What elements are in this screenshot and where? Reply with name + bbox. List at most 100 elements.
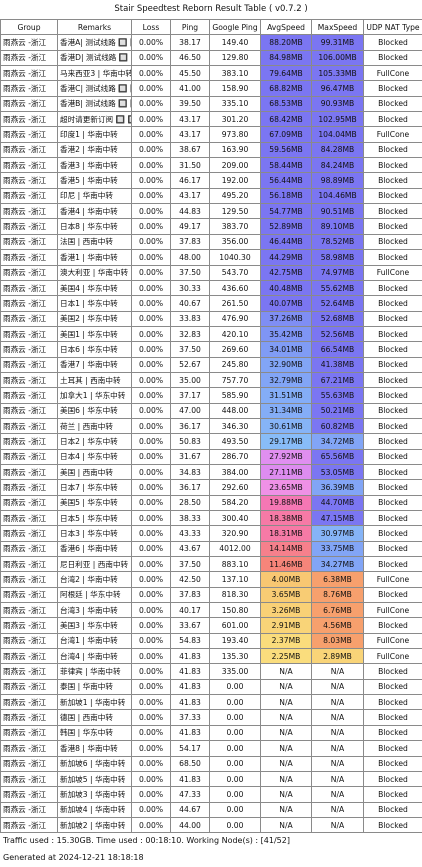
cell-udp-nat-type: Blocked [364,434,422,449]
cell-loss: 0.00% [132,372,171,387]
cell-loss: 0.00% [132,326,171,341]
cell-udp-nat-type: Blocked [364,158,422,173]
cell-google-ping: 0.00 [210,695,261,710]
cell-remarks: 日本2 | 华东中转 [58,434,132,449]
cell-udp-nat-type: Blocked [364,526,422,541]
cell-ping: 28.50 [171,495,210,510]
cell-google-ping: 0.00 [210,817,261,832]
cell-ping: 37.50 [171,557,210,572]
cell-max-speed: 105.33MB [312,66,364,81]
cell-ping: 50.83 [171,434,210,449]
cell-avg-speed: 19.88MB [261,495,312,510]
cell-loss: 0.00% [132,50,171,65]
cell-group: 雨燕云 -浙江 [1,710,58,725]
cell-max-speed: 36.39MB [312,480,364,495]
cell-group: 雨燕云 -浙江 [1,679,58,694]
cell-max-speed: 4.56MB [312,618,364,633]
cell-loss: 0.00% [132,664,171,679]
cell-loss: 0.00% [132,817,171,832]
cell-max-speed: 55.63MB [312,388,364,403]
cell-avg-speed: 18.31MB [261,526,312,541]
cell-google-ping: 129.80 [210,50,261,65]
cell-group: 雨燕云 -浙江 [1,342,58,357]
cell-remarks: 日本3 | 华东中转 [58,526,132,541]
cell-ping: 42.50 [171,572,210,587]
cell-loss: 0.00% [132,127,171,142]
cell-ping: 41.83 [171,649,210,664]
cell-avg-speed: 34.01MB [261,342,312,357]
cell-remarks: 澳大利亚 | 华南中转 [58,265,132,280]
cell-ping: 37.50 [171,265,210,280]
cell-loss: 0.00% [132,802,171,817]
cell-udp-nat-type: Blocked [364,541,422,556]
cell-google-ping: 0.00 [210,725,261,740]
cell-avg-speed: 52.89MB [261,219,312,234]
cell-google-ping: 0.00 [210,802,261,817]
cell-group: 雨燕云 -浙江 [1,403,58,418]
cell-remarks: 香港4 | 华南中转 [58,204,132,219]
cell-google-ping: 150.80 [210,603,261,618]
cell-udp-nat-type: FullCone [364,633,422,648]
cell-remarks: 台湾3 | 华南中转 [58,603,132,618]
cell-ping: 38.17 [171,35,210,50]
cell-ping: 45.50 [171,66,210,81]
cell-avg-speed: N/A [261,756,312,771]
cell-avg-speed: 67.09MB [261,127,312,142]
cell-remarks: 日本4 | 华东中转 [58,449,132,464]
cell-google-ping: 137.10 [210,572,261,587]
cell-remarks: 香港C| 测试线路 🔲 🔲 [58,81,132,96]
cell-loss: 0.00% [132,250,171,265]
cell-udp-nat-type: FullCone [364,572,422,587]
cell-ping: 44.83 [171,204,210,219]
cell-udp-nat-type: Blocked [364,250,422,265]
cell-group: 雨燕云 -浙江 [1,802,58,817]
cell-udp-nat-type: Blocked [364,81,422,96]
cell-group: 雨燕云 -浙江 [1,741,58,756]
cell-loss: 0.00% [132,142,171,157]
cell-max-speed: N/A [312,802,364,817]
cell-loss: 0.00% [132,158,171,173]
cell-loss: 0.00% [132,480,171,495]
cell-avg-speed: 2.25MB [261,649,312,664]
cell-remarks: 美国5 | 华东中转 [58,495,132,510]
cell-remarks: 台湾4 | 华南中转 [58,649,132,664]
cell-remarks: 香港8 | 华南中转 [58,741,132,756]
cell-remarks: 印尼 | 华南中转 [58,188,132,203]
cell-group: 雨燕云 -浙江 [1,649,58,664]
cell-google-ping: 261.50 [210,296,261,311]
cell-google-ping: 135.30 [210,649,261,664]
cell-loss: 0.00% [132,81,171,96]
cell-google-ping: 1040.30 [210,250,261,265]
cell-udp-nat-type: Blocked [364,296,422,311]
cell-remarks: 香港5 | 华南中转 [58,173,132,188]
cell-remarks: 菲律宾 | 华南中转 [58,664,132,679]
cell-loss: 0.00% [132,219,171,234]
cell-udp-nat-type: Blocked [364,710,422,725]
cell-avg-speed: 79.64MB [261,66,312,81]
cell-max-speed: 99.31MB [312,35,364,50]
cell-udp-nat-type: Blocked [364,679,422,694]
cell-loss: 0.00% [132,526,171,541]
cell-remarks: 德国 | 西南中转 [58,710,132,725]
cell-max-speed: N/A [312,771,364,786]
cell-max-speed: N/A [312,664,364,679]
cell-loss: 0.00% [132,403,171,418]
cell-loss: 0.00% [132,357,171,372]
cell-max-speed: 104.46MB [312,188,364,203]
cell-max-speed: 104.04MB [312,127,364,142]
cell-remarks: 尼日利亚 | 西南中转 [58,557,132,572]
